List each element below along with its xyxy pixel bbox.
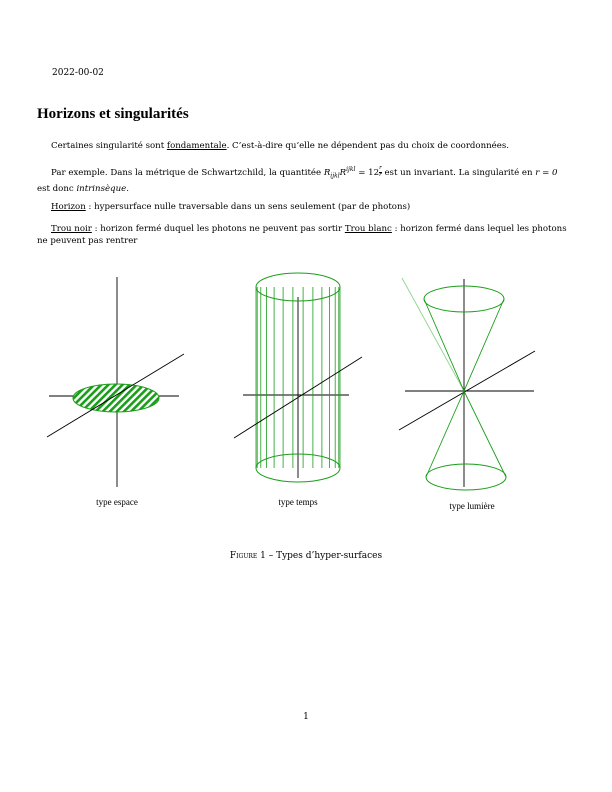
cone-bottom xyxy=(425,463,507,491)
paragraph-trous: Trou noir : horizon fermé duquel les pho… xyxy=(37,223,577,247)
math-invariant: RijklRijkl = 12 r r xyxy=(323,165,382,180)
p2-line2: est donc xyxy=(37,183,77,194)
figure-hypersurfaces: type espace type temps type lumière xyxy=(46,272,536,511)
p2-pre: Par exemple. Dans la métrique de Schwart… xyxy=(51,167,324,178)
page-number: 1 xyxy=(303,712,309,722)
axis-diagonal xyxy=(46,353,185,438)
section-title: Horizons et singularités xyxy=(37,106,189,122)
cylinder-top xyxy=(255,272,341,302)
paragraph-example: Par exemple. Dans la métrique de Schwart… xyxy=(37,164,577,195)
label-type-lumiere: type lumière xyxy=(449,501,494,511)
cone-top xyxy=(423,285,505,313)
figure-caption: Figure 1 – Types d’hyper-surfaces xyxy=(0,551,612,561)
math-r-zero: r = 0 xyxy=(535,167,558,178)
axis-diagonal xyxy=(398,350,536,431)
p2-mid: est un invariant. La singularité en xyxy=(381,167,536,178)
document-date: 2022-00-02 xyxy=(52,68,104,78)
spacelike-disk xyxy=(72,383,160,413)
p1-pre: Certaines singularité sont xyxy=(51,141,167,151)
term-trou-noir: Trou noir xyxy=(51,224,92,234)
caption-text: – Types d’hyper-surfaces xyxy=(265,551,383,561)
cone-upper-left xyxy=(423,298,465,392)
panel-light-like: type lumière xyxy=(398,277,536,511)
caption-prefix: Figure 1 xyxy=(229,551,266,561)
cone-lower-right xyxy=(463,390,507,478)
axis-diagonal xyxy=(233,356,363,439)
p4-mid: : horizon fermé duquel les photons ne pe… xyxy=(91,224,345,234)
p1-post: . C’est-à-dire qu’elle ne dépendent pas … xyxy=(226,141,509,151)
p3-post: : hypersurface nulle traversable dans un… xyxy=(85,202,411,212)
paragraph-fundamental: Certaines singularité sont fondamentale.… xyxy=(37,140,577,152)
panel-time-like: type temps xyxy=(233,272,363,507)
cylinder-generatrices xyxy=(255,287,341,468)
cylinder-bottom xyxy=(255,453,341,483)
term-fondamentale: fondamentale xyxy=(166,141,227,151)
term-horizon: Horizon xyxy=(51,202,86,212)
term-trou-blanc: Trou blanc xyxy=(344,224,392,234)
label-type-temps: type temps xyxy=(278,497,318,507)
p4-post: : horizon fermé dans lequel les photons … xyxy=(37,224,567,246)
paragraph-horizon: Horizon : hypersurface nulle traversable… xyxy=(37,201,577,213)
p2-end: . xyxy=(126,183,129,194)
term-intrinseque: intrinsèque xyxy=(76,183,127,194)
panel-space-like: type espace xyxy=(46,277,185,507)
label-type-espace: type espace xyxy=(96,497,138,507)
cone-upper-right xyxy=(463,298,505,392)
cone-lower-left xyxy=(425,390,465,478)
light-ray xyxy=(401,277,465,392)
